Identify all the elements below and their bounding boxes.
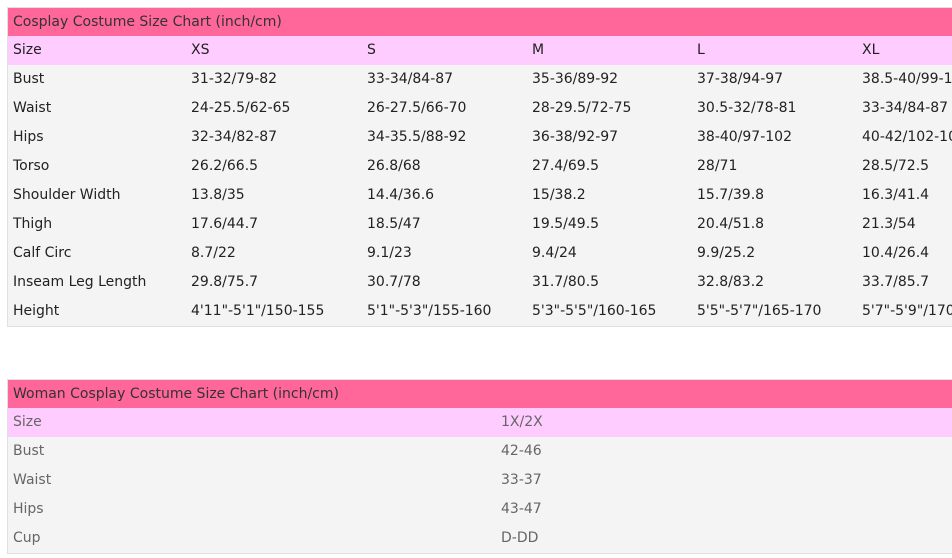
table-cell: 27.4/69.5 [532, 158, 600, 174]
table-row: Calf Circ 8.7/22 9.1/23 9.4/24 9.9/25.2 10.4/… [8, 239, 952, 268]
table-cell: 30.5-32/78-81 [697, 100, 797, 116]
table-cell: 33-34/84-87 [367, 71, 454, 87]
table-cell: 33.7/85.7 [862, 274, 930, 290]
table-cell: D-DD [501, 530, 539, 546]
column-header: S [367, 42, 376, 58]
row-label: Cup [13, 530, 41, 546]
column-header: XL [862, 42, 880, 58]
woman-size-chart-title: Woman Cosplay Costume Size Chart (inch/c… [8, 380, 952, 408]
table-cell: 28-29.5/72-75 [532, 100, 632, 116]
table-cell: 32-34/82-87 [191, 129, 278, 145]
row-label: Waist [13, 100, 52, 116]
table-cell: 9.1/23 [367, 245, 412, 261]
table-cell: 43-47 [501, 501, 542, 517]
table-cell: 35-36/89-92 [532, 71, 619, 87]
row-label: Waist [13, 472, 52, 488]
table-cell: 34-35.5/88-92 [367, 129, 467, 145]
table-cell: 18.5/47 [367, 216, 421, 232]
table-row: Height 4'11"-5'1"/150-155 5'1"-5'3"/155-16… [8, 297, 952, 326]
size-chart-rows: Size XS S M L XL Bust 31-32/79-82 33-34/84-87 35-… [8, 36, 952, 326]
table-cell: 28/71 [697, 158, 738, 174]
table-cell: 9.9/25.2 [697, 245, 756, 261]
table-cell: 37-38/94-97 [697, 71, 784, 87]
row-label: Calf Circ [13, 245, 72, 261]
table-cell: 31-32/79-82 [191, 71, 278, 87]
column-header: L [697, 42, 705, 58]
column-header: Size [13, 42, 42, 58]
table-cell: 36-38/92-97 [532, 129, 619, 145]
table-cell: 33-34/84-87 [862, 100, 949, 116]
table-cell: 13.8/35 [191, 187, 245, 203]
table-row: Hips 43-47 [8, 495, 952, 524]
table-cell: 30.7/78 [367, 274, 421, 290]
table-row: Shoulder Width 13.8/35 14.4/36.6 15/38.2 15.… [8, 181, 952, 210]
size-chart-table: Cosplay Costume Size Chart (inch/cm) Siz… [7, 7, 952, 327]
row-label: Shoulder Width [13, 187, 121, 203]
table-cell: 21.3/54 [862, 216, 916, 232]
table-cell: 40-42/102-107 [862, 129, 952, 145]
table-row: Thigh 17.6/44.7 18.5/47 19.5/49.5 20.4/51.8 2… [8, 210, 952, 239]
row-label: Bust [13, 443, 45, 459]
table-cell: 8.7/22 [191, 245, 236, 261]
table-cell: 26.2/66.5 [191, 158, 259, 174]
table-cell: 17.6/44.7 [191, 216, 259, 232]
table-header-row: Size 1X/2X [8, 408, 952, 437]
row-label: Bust [13, 71, 45, 87]
table-cell: 14.4/36.6 [367, 187, 435, 203]
table-cell: 5'7"-5'9"/170-175 [862, 303, 952, 319]
column-header: Size [13, 414, 42, 430]
row-label: Thigh [13, 216, 53, 232]
table-cell: 38.5-40/99-102 [862, 71, 952, 87]
table-cell: 20.4/51.8 [697, 216, 765, 232]
table-cell: 5'3"-5'5"/160-165 [532, 303, 657, 319]
table-row: Bust 31-32/79-82 33-34/84-87 35-36/89-92 37-… [8, 65, 952, 94]
row-label: Hips [13, 129, 44, 145]
table-row: Waist 33-37 [8, 466, 952, 495]
table-cell: 26.8/68 [367, 158, 421, 174]
table-row: Bust 42-46 [8, 437, 952, 466]
table-row: Waist 24-25.5/62-65 26-27.5/66-70 28-29.5/7… [8, 94, 952, 123]
table-cell: 4'11"-5'1"/150-155 [191, 303, 325, 319]
table-row: Torso 26.2/66.5 26.8/68 27.4/69.5 28/71 28.5/… [8, 152, 952, 181]
table-row: Hips 32-34/82-87 34-35.5/88-92 36-38/92-97 3… [8, 123, 952, 152]
table-row: Inseam Leg Length 29.8/75.7 30.7/78 31.7/80… [8, 268, 952, 297]
table-cell: 38-40/97-102 [697, 129, 792, 145]
column-header: XS [191, 42, 210, 58]
row-label: Inseam Leg Length [13, 274, 147, 290]
row-label: Torso [13, 158, 50, 174]
table-cell: 31.7/80.5 [532, 274, 600, 290]
table-row: Cup D-DD [8, 524, 952, 553]
size-chart-title: Cosplay Costume Size Chart (inch/cm) [8, 8, 952, 36]
table-cell: 28.5/72.5 [862, 158, 930, 174]
table-cell: 10.4/26.4 [862, 245, 930, 261]
table-cell: 19.5/49.5 [532, 216, 600, 232]
table-cell: 32.8/83.2 [697, 274, 765, 290]
column-header: M [532, 42, 545, 58]
table-cell: 15.7/39.8 [697, 187, 765, 203]
table-cell: 29.8/75.7 [191, 274, 259, 290]
table-cell: 33-37 [501, 472, 542, 488]
table-cell: 5'1"-5'3"/155-160 [367, 303, 492, 319]
table-cell: 16.3/41.4 [862, 187, 930, 203]
row-label: Height [13, 303, 60, 319]
table-cell: 24-25.5/62-65 [191, 100, 291, 116]
table-cell: 26-27.5/66-70 [367, 100, 467, 116]
table-header-row: Size XS S M L XL [8, 36, 952, 65]
table-cell: 42-46 [501, 443, 542, 459]
table-cell: 5'5"-5'7"/165-170 [697, 303, 822, 319]
woman-size-chart-rows: Size 1X/2X Bust 42-46 Waist 33-37 Hips 43-47 Cup… [8, 408, 952, 553]
table-cell: 15/38.2 [532, 187, 586, 203]
table-cell: 9.4/24 [532, 245, 577, 261]
row-label: Hips [13, 501, 44, 517]
woman-size-chart-table: Woman Cosplay Costume Size Chart (inch/c… [7, 379, 952, 554]
column-header: 1X/2X [501, 414, 543, 430]
